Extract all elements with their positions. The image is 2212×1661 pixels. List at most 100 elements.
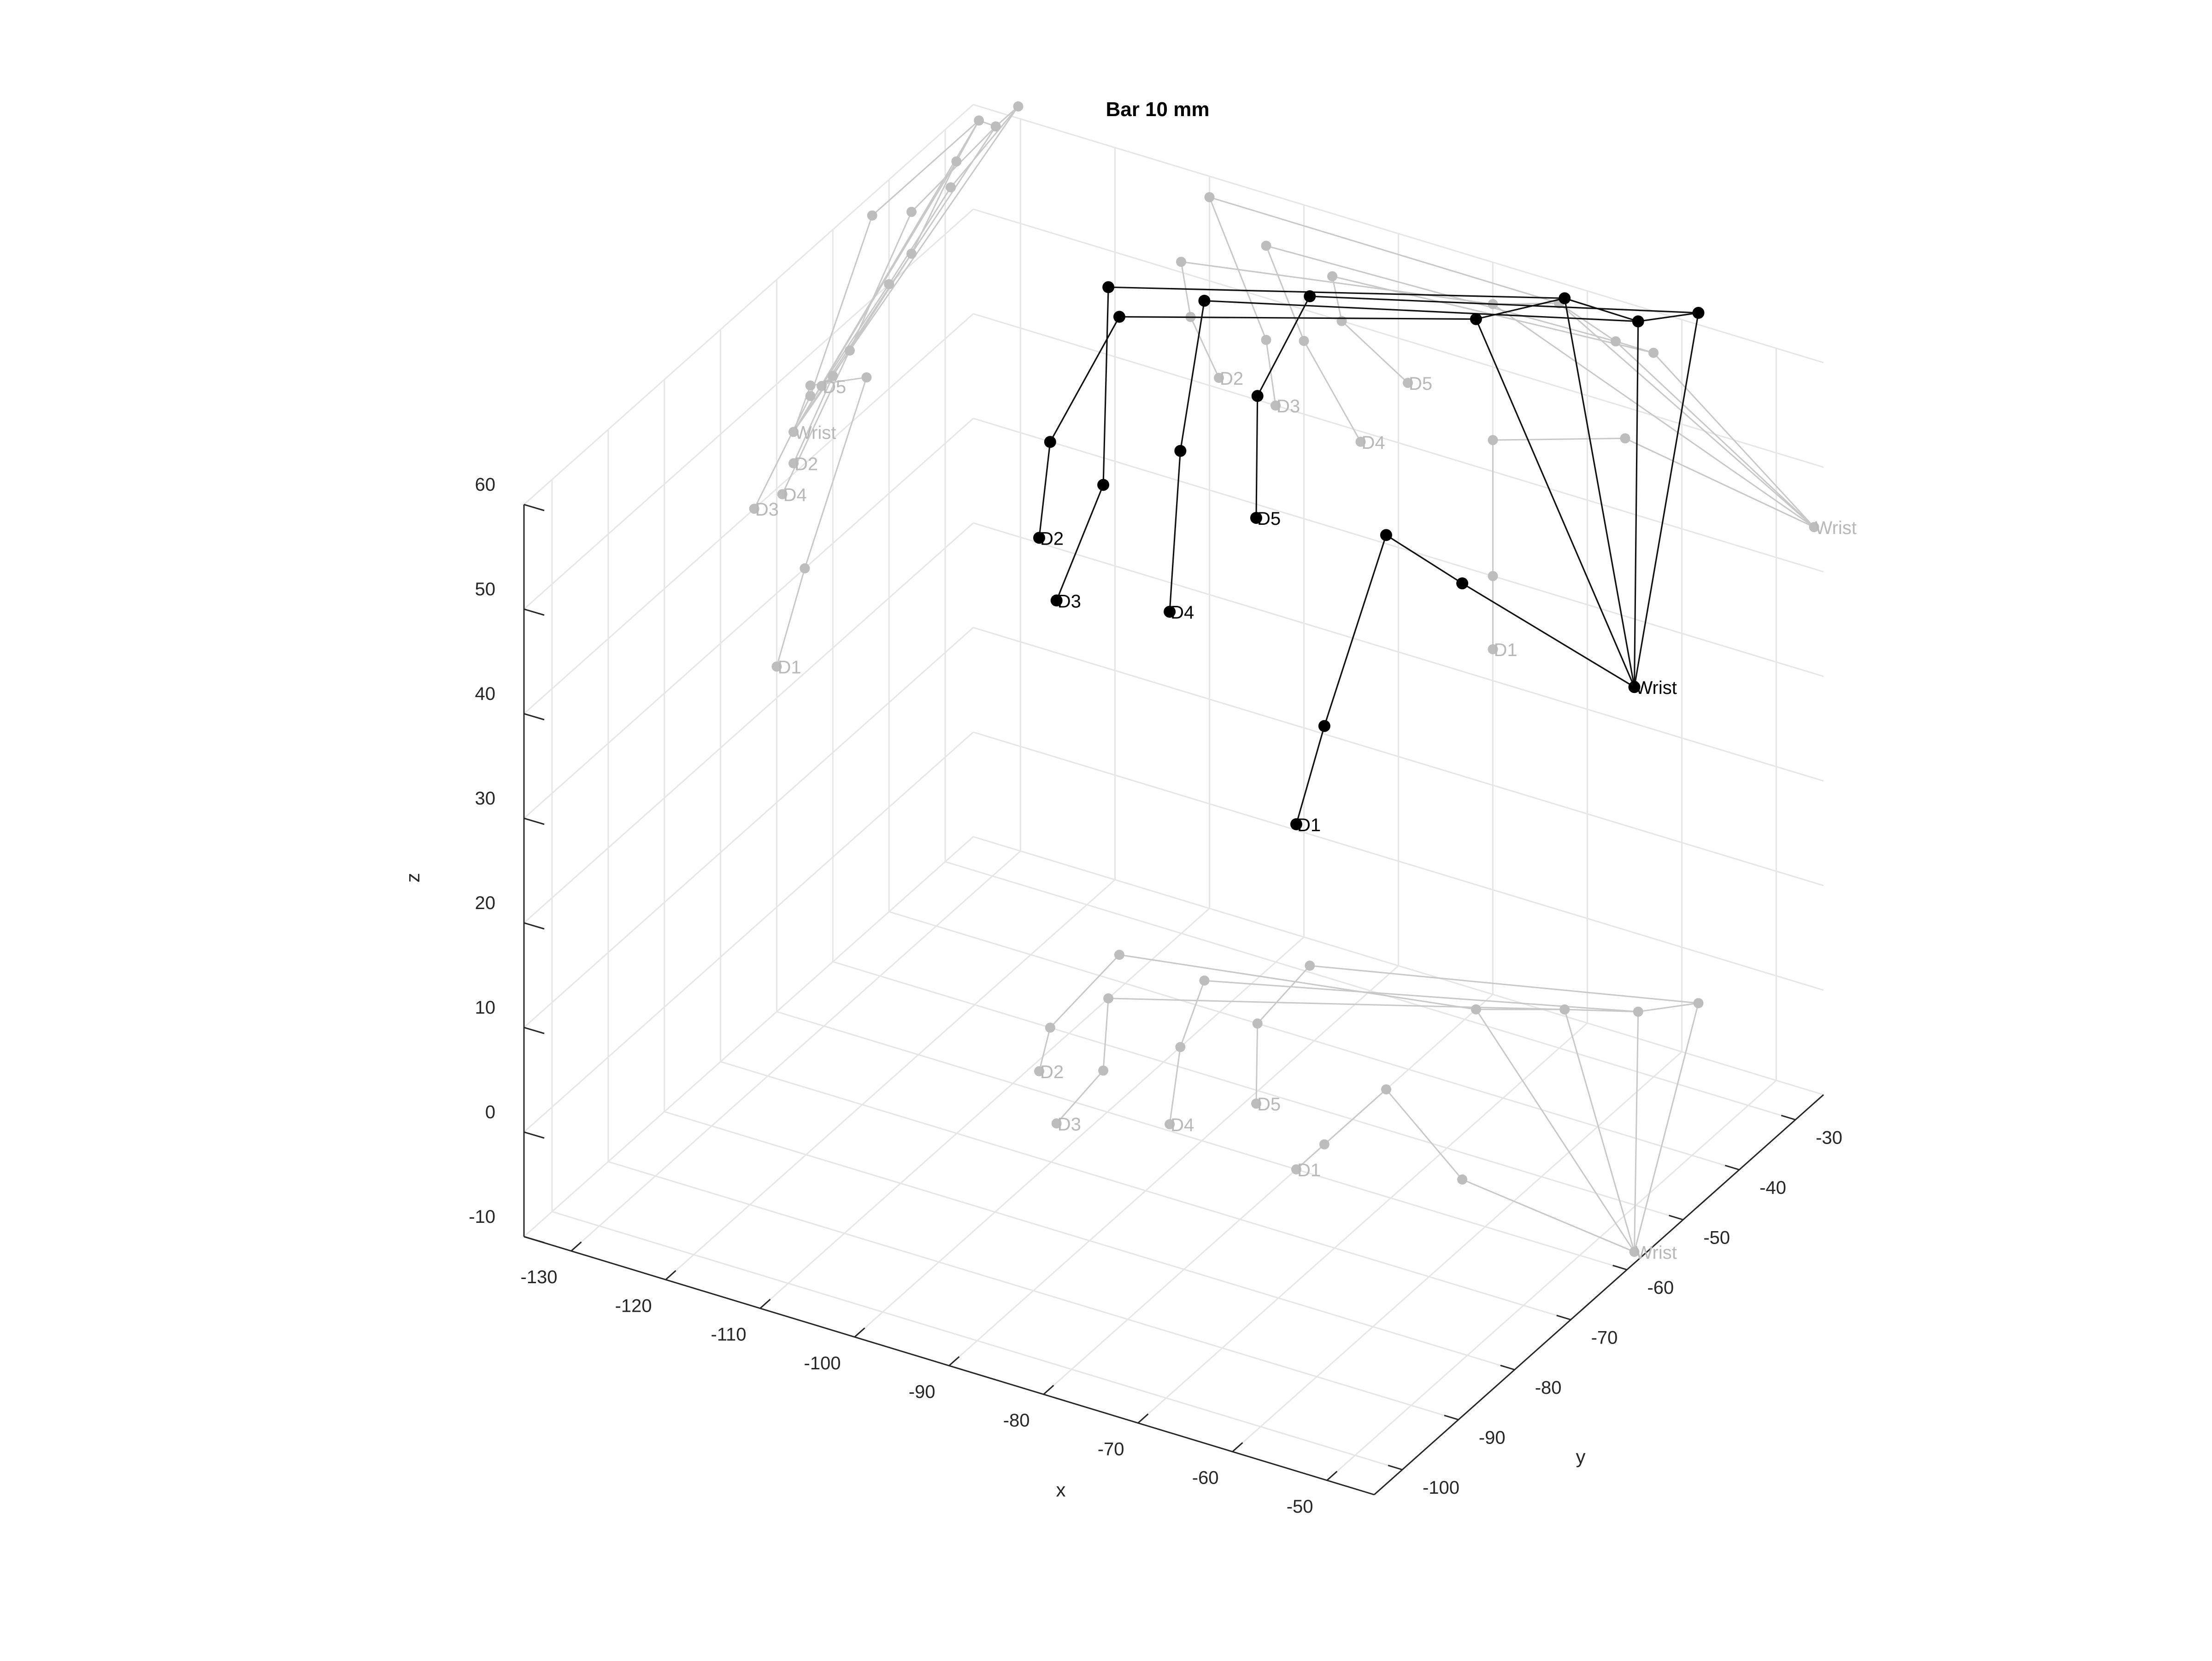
hand-3d-joint [1304, 290, 1316, 302]
axes-layer: -130-120-110-100-90-80-70-60-50-30-40-50… [469, 475, 1842, 1517]
y-tick-mark [1669, 1215, 1683, 1220]
wall-gridline [524, 837, 973, 1237]
y-tick-label: -70 [1591, 1327, 1618, 1348]
z-tick-mark [524, 1132, 544, 1138]
hand-3d-label: Wrist [1635, 678, 1677, 698]
hand-3d-label: D1 [1297, 815, 1321, 835]
hand-3d-bone [1039, 442, 1050, 538]
xy-projection-label: D3 [1058, 1114, 1081, 1134]
z-tick-label: 30 [475, 788, 496, 809]
xy-projection-bone [1635, 1012, 1638, 1252]
hand-3d-bone [1324, 535, 1386, 726]
hand-3d-joint [1102, 281, 1114, 293]
hand-3d-bone [1296, 726, 1324, 824]
hand-3d-joint [1198, 295, 1210, 307]
hand-3d-joint [1456, 577, 1468, 589]
yz-projection-bone [951, 106, 1018, 188]
xz-projection-label: D4 [1362, 433, 1385, 453]
hand-3d-joint [1632, 316, 1644, 328]
xz-projection-bone [1493, 438, 1625, 440]
x-tick-mark [1044, 1385, 1054, 1395]
hand-3d-bone [1256, 396, 1258, 518]
xz-projection-joint [1648, 348, 1659, 358]
x-tick-label: -90 [909, 1382, 935, 1402]
wall-gridline [524, 523, 973, 923]
floor-gridline [552, 1212, 1402, 1470]
xy-projection-bone [1324, 1089, 1386, 1144]
xy-projection-label: Wrist [1635, 1243, 1677, 1263]
y-tick-label: -90 [1479, 1427, 1506, 1448]
x-axis-label: x [1056, 1479, 1066, 1501]
xz-projection-label: D3 [1277, 396, 1300, 417]
xz-projection-bone [1266, 340, 1276, 405]
x-tick-mark [949, 1356, 959, 1366]
yz-projection-joint [806, 381, 816, 391]
floor-gridline [1138, 1023, 1588, 1423]
yz-projection-joint [1013, 101, 1024, 112]
z-tick-mark [524, 1237, 544, 1243]
floor-gridline [833, 962, 1683, 1220]
yz-projection-joint [951, 156, 961, 166]
x-tick-mark [571, 1242, 582, 1251]
x-tick-label: -50 [1287, 1497, 1313, 1517]
yz-projection-label: D4 [783, 485, 807, 505]
y-axis-label: y [1576, 1446, 1586, 1467]
xy-projection-bone [1050, 955, 1119, 1027]
hand-3d-joint [1044, 436, 1056, 448]
hand-3d-joint [1318, 720, 1330, 732]
hand-3d-label: D4 [1171, 603, 1194, 623]
hand-3d-bone [1476, 319, 1635, 687]
xz-projection-bone [1493, 304, 1814, 527]
floor-gridline [1327, 1080, 1777, 1480]
y-tick-label: -40 [1759, 1178, 1786, 1198]
y-tick-mark [1444, 1415, 1459, 1420]
z-axis-label: z [402, 873, 424, 883]
xy-projection-bone [1565, 1010, 1634, 1252]
y-tick-mark [1388, 1465, 1402, 1469]
xz-projection-bone [1210, 197, 1266, 340]
x-tick-mark [666, 1271, 676, 1280]
x-tick-mark [1233, 1443, 1243, 1452]
xy-projection-label: D4 [1171, 1115, 1194, 1135]
xy-projection-joint [1175, 1042, 1185, 1052]
floor-gridline [1233, 1052, 1682, 1452]
xz-projection-bone [1266, 246, 1304, 340]
x-tick-mark [1138, 1414, 1148, 1423]
xz-projection-bone [1625, 438, 1814, 527]
yz-projection-label: D1 [777, 657, 801, 678]
yz-projection-joint [991, 121, 1001, 131]
yz-projection-label: D5 [823, 377, 846, 397]
xz-projection-joint [1337, 316, 1347, 326]
xy-projection-joint [1305, 961, 1315, 971]
hand-3d-bone [1170, 451, 1180, 612]
hand-3d-bone [1180, 301, 1204, 451]
yz-projection-bone [889, 188, 951, 284]
yz-projection-label: Wrist [794, 423, 836, 443]
xz-projection-joint [1488, 435, 1498, 445]
floor-gridline [721, 1062, 1571, 1320]
wall-gridline [524, 105, 973, 505]
hand-3d-bone [1103, 287, 1108, 485]
hand-3d-joint [1470, 313, 1482, 325]
y-tick-mark [1781, 1115, 1795, 1120]
xy-projection-bone [1638, 1003, 1699, 1012]
y-tick-mark [1557, 1315, 1571, 1320]
hand-3d-joint [1693, 307, 1705, 319]
xz-projection-label: D5 [1409, 374, 1432, 394]
y-tick-mark [1613, 1265, 1627, 1269]
z-tick-label: 20 [475, 893, 496, 913]
floor-gridline [608, 1162, 1459, 1420]
xz-projection-joint [1327, 271, 1337, 282]
hand-3d-label: D5 [1257, 509, 1281, 529]
projection-layer: WristD1D2D3D4D5WristD1D2D3D4D5WristD1D2D… [749, 101, 1857, 1263]
xz-projection-label: D2 [1220, 369, 1243, 389]
xz-projection-bone [1210, 197, 1559, 303]
wall-gridline [524, 418, 973, 818]
yz-projection-joint [906, 249, 917, 259]
xy-projection-joint [1103, 993, 1113, 1004]
xy-projection-joint [1694, 998, 1704, 1008]
xy-projection-bone [1462, 1180, 1634, 1252]
hand-3d-joint [1097, 479, 1109, 491]
z-tick-mark [524, 818, 544, 824]
hand-3d-bone [1462, 583, 1634, 687]
